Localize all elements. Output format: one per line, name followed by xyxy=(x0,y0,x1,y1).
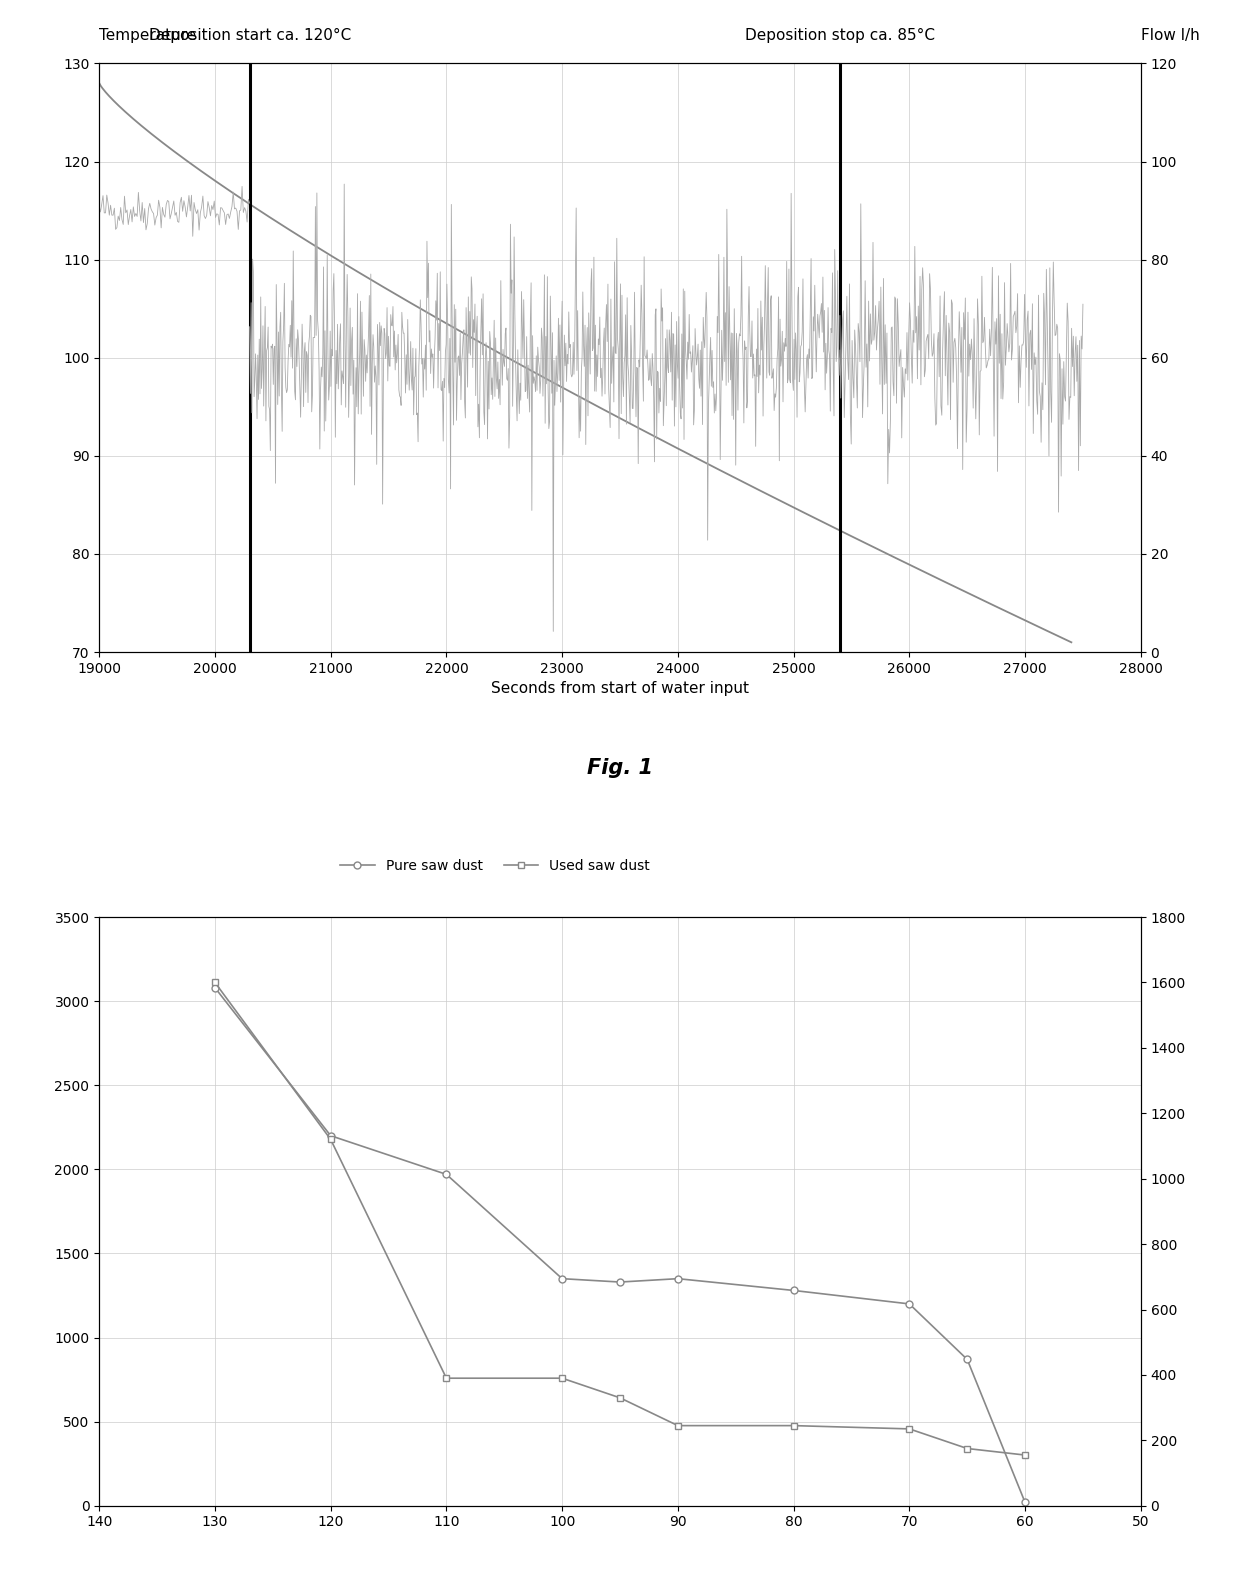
Pure saw dust xyxy=(786,1281,801,1300)
Pure saw dust xyxy=(207,978,222,997)
Text: Deposition stop ca. 85°C: Deposition stop ca. 85°C xyxy=(745,29,935,43)
Used saw dust xyxy=(960,1439,975,1458)
Used saw dust xyxy=(786,1415,801,1434)
Legend: Pure saw dust, Used saw dust: Pure saw dust, Used saw dust xyxy=(335,853,656,878)
Pure saw dust xyxy=(324,1127,339,1146)
Text: Fig. 1: Fig. 1 xyxy=(587,758,653,778)
Used saw dust xyxy=(324,1130,339,1149)
Y-axis label: Flow l/h: Flow l/h xyxy=(1141,29,1199,43)
Pure saw dust xyxy=(1018,1493,1033,1512)
Used saw dust xyxy=(554,1369,569,1388)
Used saw dust xyxy=(1018,1446,1033,1465)
Pure saw dust xyxy=(960,1350,975,1369)
Pure saw dust xyxy=(613,1273,627,1292)
Text: Deposition start ca. 120°C: Deposition start ca. 120°C xyxy=(149,29,351,43)
Line: Pure saw dust: Pure saw dust xyxy=(212,984,1028,1506)
X-axis label: Seconds from start of water input: Seconds from start of water input xyxy=(491,682,749,696)
Used saw dust xyxy=(207,973,222,992)
Text: Temperature: Temperature xyxy=(99,29,196,43)
Used saw dust xyxy=(439,1369,454,1388)
Line: Used saw dust: Used saw dust xyxy=(212,980,1028,1458)
Pure saw dust xyxy=(554,1270,569,1289)
Pure saw dust xyxy=(671,1270,686,1289)
Pure saw dust xyxy=(901,1295,916,1314)
Used saw dust xyxy=(901,1420,916,1439)
Used saw dust xyxy=(671,1415,686,1434)
Used saw dust xyxy=(613,1388,627,1407)
Pure saw dust xyxy=(439,1165,454,1184)
